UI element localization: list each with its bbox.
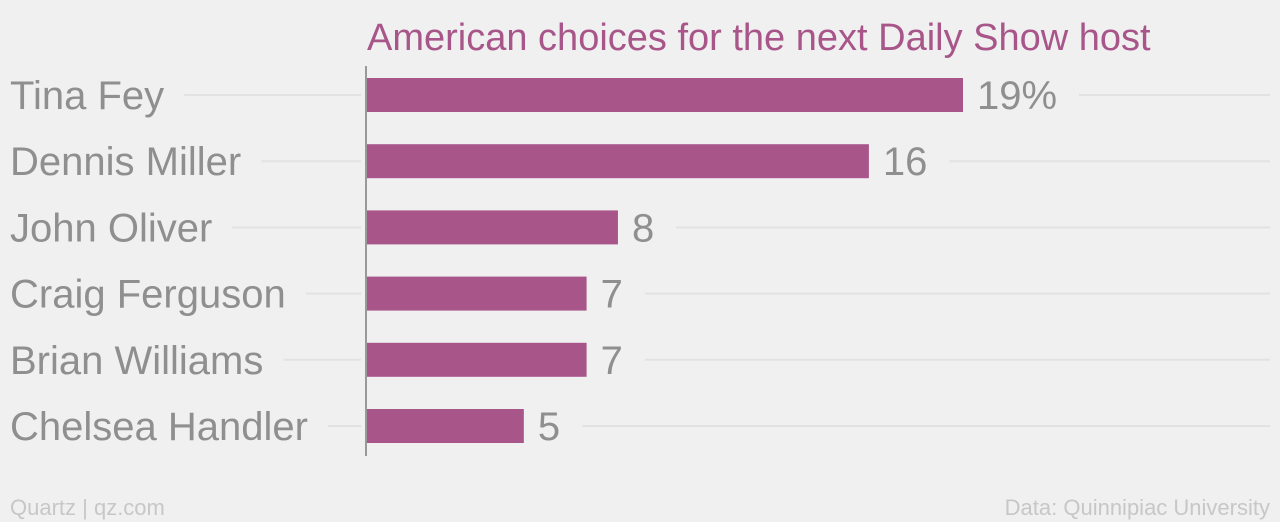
category-label-craig-ferguson: Craig Ferguson [10,273,286,317]
bar-tina-fey [367,78,963,112]
labels: Tina Fey 19% Dennis Miller 16 John Oliver 8 Cr… [10,74,1057,449]
bar-craig-ferguson [367,276,587,311]
value-label-dennis-miller: 16 [883,140,928,184]
value-label-chelsea-handler: 5 [538,405,560,449]
bar-dennis-miller [367,144,869,179]
category-label-john-oliver: John Oliver [10,206,212,250]
gridlines [184,94,1270,427]
bars [367,78,963,443]
value-label-john-oliver: 8 [632,206,654,250]
value-label-brian-williams: 7 [601,339,623,383]
chart-title: American choices for the next Daily Show… [367,17,1151,59]
source-credit: Quartz | qz.com [10,495,165,520]
category-label-dennis-miller: Dennis Miller [10,140,241,184]
bar-chelsea-handler [367,409,524,443]
value-label-craig-ferguson: 7 [601,273,623,317]
category-label-chelsea-handler: Chelsea Handler [10,405,308,449]
category-label-tina-fey: Tina Fey [10,74,164,118]
bar-john-oliver [367,210,618,245]
value-label-tina-fey: 19% [977,74,1057,118]
data-source: Data: Quinnipiac University [1005,495,1270,520]
category-label-brian-williams: Brian Williams [10,339,263,383]
bar-brian-williams [367,342,587,377]
